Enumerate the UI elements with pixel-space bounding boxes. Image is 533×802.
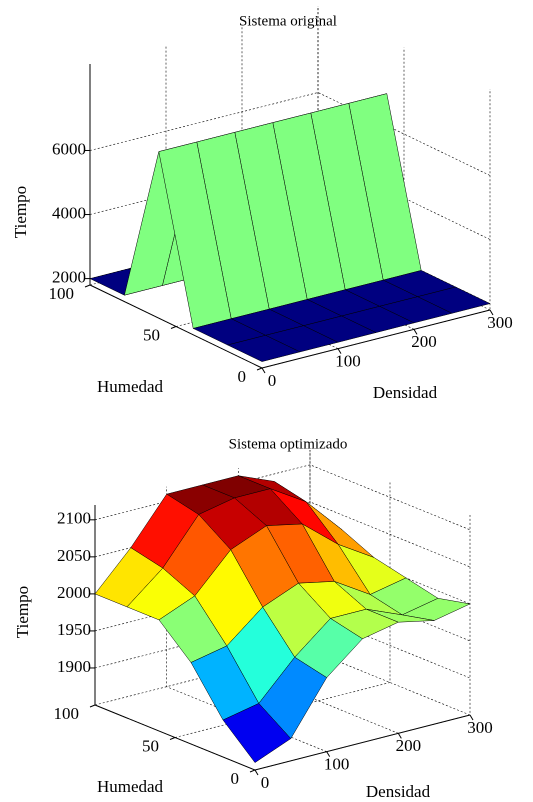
z-tick-label: 2100: [57, 509, 91, 528]
x-axis-label: Densidad: [366, 782, 431, 801]
x-tick: [254, 769, 259, 776]
z-tick-label: 1900: [57, 657, 91, 676]
y-tick-label: 0: [238, 367, 247, 386]
x-axis: [254, 714, 471, 771]
y-tick-label: 50: [142, 736, 159, 755]
x-axis: [261, 309, 491, 369]
y-axis-label: Humedad: [97, 777, 164, 796]
x-tick: [326, 751, 331, 757]
x-axis-label: Densidad: [373, 383, 438, 402]
z-axis-label: Tiempo: [13, 586, 32, 638]
y-tick-label: 0: [231, 769, 240, 788]
z-tick-label: 4000: [52, 203, 86, 222]
y-tick: [249, 769, 256, 773]
z-tick-label: 2000: [52, 268, 86, 287]
x-tick: [469, 714, 474, 721]
x-tick-label: 0: [268, 371, 277, 390]
y-tick: [170, 326, 177, 329]
x-tick: [397, 733, 402, 739]
chart-title: Sistema original: [239, 13, 337, 29]
x-tick-label: 0: [261, 773, 270, 792]
y-tick-label: 50: [143, 325, 160, 344]
z-tick-label: 2000: [57, 583, 91, 602]
x-tick-label: 100: [335, 352, 361, 371]
y-axis-label: Humedad: [97, 377, 164, 396]
y-tick: [169, 737, 176, 740]
x-tick-label: 300: [487, 313, 513, 332]
z-tick-label: 6000: [52, 139, 86, 158]
y-tick: [89, 704, 96, 708]
y-tick: [84, 284, 91, 288]
surface-patch: [226, 335, 301, 362]
chart-title: Sistema optimizado: [229, 436, 348, 452]
z-axis-label: Tiempo: [11, 186, 30, 238]
z-tick-label: 1950: [57, 620, 91, 639]
x-tick-label: 300: [467, 718, 493, 737]
x-tick: [261, 367, 266, 374]
x-tick: [413, 329, 418, 335]
z-tick-label: 2050: [57, 546, 91, 565]
x-tick-label: 100: [324, 755, 350, 774]
surface-patch: [222, 703, 292, 763]
x-tick: [489, 309, 494, 316]
y-tick: [256, 367, 263, 371]
x-tick-label: 200: [411, 332, 437, 351]
x-tick: [337, 348, 342, 354]
y-tick-label: 100: [49, 284, 75, 303]
x-tick-label: 200: [396, 736, 422, 755]
y-tick-label: 100: [54, 704, 80, 723]
